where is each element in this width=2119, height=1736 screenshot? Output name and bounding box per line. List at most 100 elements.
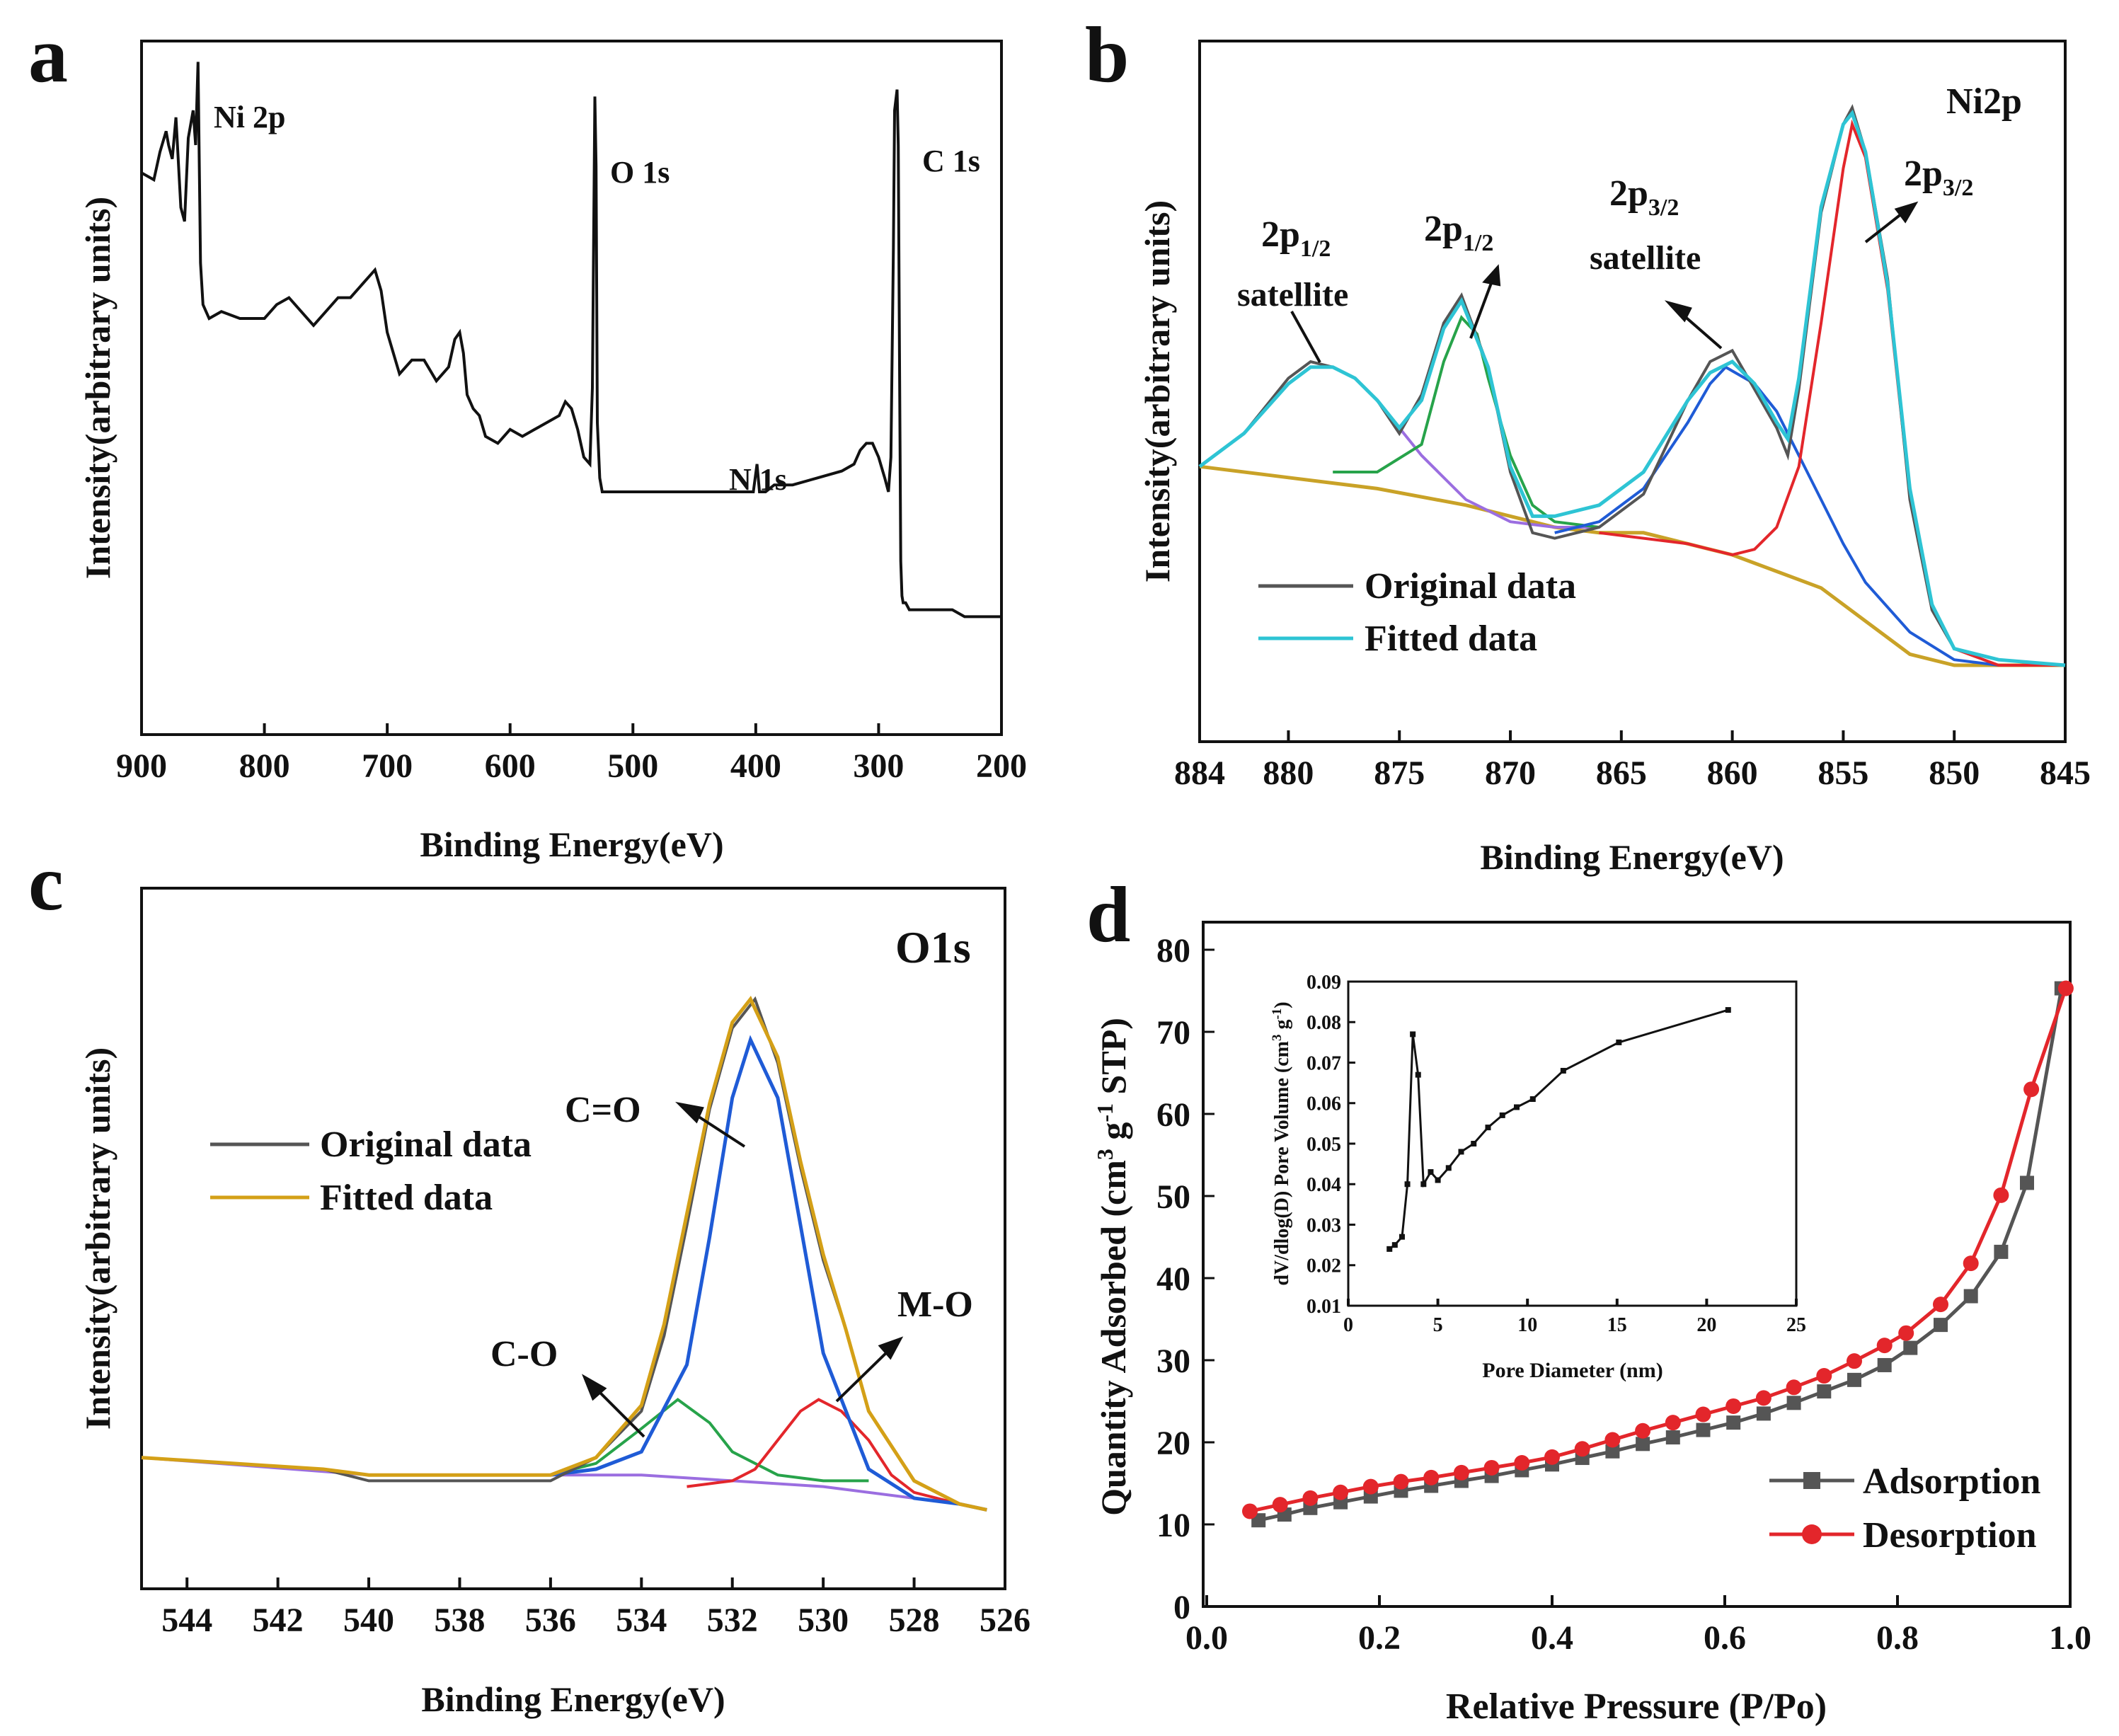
panel-b-annotation-satellite-word-3: satellite [1590, 239, 1701, 277]
inset-ytick-label: 0.08 [1307, 1012, 1341, 1034]
inset-yticks: 0.01 0.02 0.03 0.04 0.05 0.06 0.07 0.08 0.09 [1307, 972, 1355, 1318]
panel-a-annotation-ni2p: Ni 2p [214, 100, 285, 134]
panel-d-legend-adsorption: Adsorption [1863, 1461, 2040, 1502]
inset-ylabel: dV/dlog(D) Pore Volume (cm3 g-1) [1270, 1001, 1293, 1285]
adsorption-point [1786, 1396, 1801, 1410]
inset-point [1514, 1104, 1520, 1110]
panel-a-xticks: 900 800 700 600 500 400 300 200 [116, 723, 1027, 785]
panel-c-xlabel: Binding Energy(eV) [421, 1679, 725, 1719]
panel-d-xticks: 0.0 0.2 0.4 0.6 0.8 1.0 [1185, 1595, 2091, 1657]
desorption-point [1898, 1325, 1914, 1341]
adsorption-point [1934, 1318, 1948, 1333]
panel-b-satellite-3-line [1554, 365, 2065, 667]
panel-b-fitted-line [1198, 109, 2066, 667]
panel-a-annotation-n1s: N 1s [729, 462, 787, 497]
panel-d-ytick-label: 30 [1156, 1343, 1190, 1380]
desorption-point [1242, 1503, 1258, 1519]
desorption-point [1816, 1368, 1832, 1384]
inset-xtick-label: 25 [1786, 1314, 1806, 1336]
panel-b-xtick-label: 860 [1707, 754, 1758, 792]
desorption-point [1695, 1406, 1711, 1422]
desorption-point [1514, 1455, 1530, 1471]
inset-ytick-label: 0.03 [1307, 1214, 1341, 1236]
panel-c-co-line [505, 1398, 869, 1483]
panel-d-ytick-label: 10 [1156, 1507, 1190, 1544]
panel-b-ylabel: Intensity(arbitrary units) [1137, 200, 1177, 582]
desorption-point [1933, 1297, 1948, 1313]
desorption-point [1453, 1464, 1469, 1481]
desorption-point [1574, 1441, 1590, 1457]
panel-d-xtick-label: 0.4 [1531, 1619, 1573, 1657]
panel-c-arrowhead-co [582, 1374, 607, 1401]
panel-d-xtick-label: 0.2 [1358, 1619, 1401, 1657]
panel-c-title: O1s [895, 922, 971, 972]
panel-b-annotation-2p32: 2p3/2 [1904, 154, 1973, 201]
panel-c-annotation-ceqo: C=O [565, 1090, 641, 1130]
inset-point [1725, 1007, 1731, 1013]
panel-d-yticks: 0 10 20 30 40 50 60 70 80 [1156, 932, 1214, 1626]
desorption-point [1755, 1390, 1771, 1406]
desorption-point [1876, 1338, 1893, 1354]
panel-c-arrows [582, 1101, 904, 1438]
adsorption-point [1726, 1415, 1741, 1430]
panel-b-xtick-label: 884 [1174, 754, 1225, 792]
adsorption-point [1817, 1384, 1832, 1399]
inset-xtick-label: 5 [1433, 1314, 1443, 1336]
panel-c-original-line [141, 996, 987, 1512]
adsorption-point [1605, 1444, 1620, 1459]
inset-xtick-label: 20 [1696, 1314, 1716, 1336]
panel-b-xlabel: Binding Energy(eV) [1480, 837, 1784, 877]
panel-a-xtick-label: 300 [853, 747, 904, 785]
desorption-point [1423, 1469, 1440, 1485]
panel-a-ylabel: Intensity(arbitrary units) [78, 197, 117, 579]
panel-a-xtick-label: 800 [239, 747, 290, 785]
panel-c-arrow-mo [835, 1347, 892, 1403]
inset-frame [1347, 980, 1798, 1307]
panel-b-xtick-label: 850 [1929, 754, 1980, 792]
panel-d-inset: 0 5 10 15 20 25 0.010.020.030.040.050.060.070… [1270, 972, 1806, 1382]
desorption-point [1302, 1490, 1319, 1506]
desorption-point [1963, 1255, 1979, 1272]
inset-point [1399, 1234, 1405, 1240]
panel-b-legend-fitted: Fitted data [1365, 619, 1537, 659]
panel-b-title: Ni2p [1946, 81, 2022, 122]
panel-c-legend: Original data Fitted data [210, 1125, 532, 1218]
adsorption-point [1877, 1357, 1892, 1372]
panel-c-legend-fitted: Fitted data [320, 1178, 493, 1218]
panel-b-arrow-satellite-1 [1290, 311, 1321, 363]
desorption-point [1362, 1478, 1379, 1495]
panel-a-survey-line [141, 62, 1001, 619]
panel-c-mo-line [687, 1398, 960, 1506]
panel-b-xtick-label: 870 [1485, 754, 1536, 792]
panel-d-ytick-label: 50 [1156, 1178, 1190, 1216]
desorption-point [1544, 1449, 1560, 1465]
panel-c-xtick-label: 540 [343, 1602, 394, 1639]
panel-c-xtick-label: 534 [616, 1602, 667, 1639]
adsorption-point [1696, 1422, 1711, 1437]
panel-d-ytick-label: 20 [1156, 1425, 1190, 1462]
desorption-point [1483, 1459, 1500, 1476]
desorption-point [1993, 1187, 2009, 1203]
panel-b-annotation-satellite-3-2: 2p3/2 [1609, 173, 1679, 221]
panel-b-arrowhead-satellite-3 [1664, 300, 1692, 323]
panel-b-arrowhead-2p12 [1482, 264, 1501, 287]
panel-a-xtick-label: 200 [976, 747, 1027, 785]
panel-c-xtick-label: 528 [889, 1602, 940, 1639]
adsorption-point [1756, 1406, 1771, 1421]
panel-c-frame [140, 887, 1006, 1590]
panel-d-ytick-label: 80 [1156, 932, 1190, 970]
panel-c-legend-original: Original data [320, 1125, 532, 1165]
panel-d-legend-marker-desorption [1802, 1524, 1822, 1544]
inset-xtick-label: 0 [1343, 1314, 1353, 1336]
inset-point [1435, 1177, 1441, 1183]
panel-a-annotation-o1s: O 1s [610, 155, 670, 190]
panel-a-xtick-label: 700 [362, 747, 413, 785]
panel-b-annotation-satellite-word-1: satellite [1237, 276, 1348, 314]
inset-point [1499, 1112, 1505, 1118]
panel-d-ytick-label: 40 [1156, 1260, 1190, 1298]
panel-d-xtick-label: 0.6 [1704, 1619, 1746, 1657]
panel-c: c 544 542 540 538 536 534 532 530 528 526 O1s C=O… [28, 839, 1030, 1719]
inset-point [1458, 1149, 1464, 1155]
panel-b-arrow-2p32 [1864, 209, 1907, 243]
